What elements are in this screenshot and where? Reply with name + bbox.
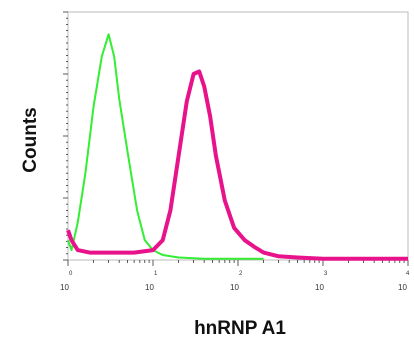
- x-tick-label-exponent: 0: [69, 271, 73, 277]
- y-axis-label: Counts: [20, 107, 41, 172]
- x-tick-label-exponent: 4: [406, 271, 410, 277]
- x-tick-label-exponent: 2: [239, 271, 243, 277]
- x-tick-label: 102: [230, 271, 243, 292]
- x-tick-label-base: 10: [398, 283, 407, 292]
- x-tick-label-base: 10: [230, 283, 239, 292]
- x-tick-label-base: 10: [315, 283, 324, 292]
- x-tick-label: 100: [60, 271, 73, 292]
- x-tick-label-exponent: 1: [154, 271, 158, 277]
- x-tick-label: 10 4: [398, 271, 410, 292]
- x-tick-label: 101: [145, 271, 158, 292]
- x-tick-label-base: 10: [145, 283, 154, 292]
- x-axis-label: hnRNP A1: [194, 318, 286, 339]
- y-axis-ticks: [63, 11, 68, 261]
- series-layer: [66, 33, 408, 261]
- series-line-2: [66, 69, 408, 261]
- x-tick-label-exponent: 3: [324, 271, 328, 277]
- series-line-1: [67, 33, 264, 260]
- x-axis-ticks: [67, 260, 409, 266]
- x-tick-label-base: 10: [60, 283, 69, 292]
- x-tick-label: 103: [315, 271, 328, 292]
- plot-frame: [67, 11, 409, 261]
